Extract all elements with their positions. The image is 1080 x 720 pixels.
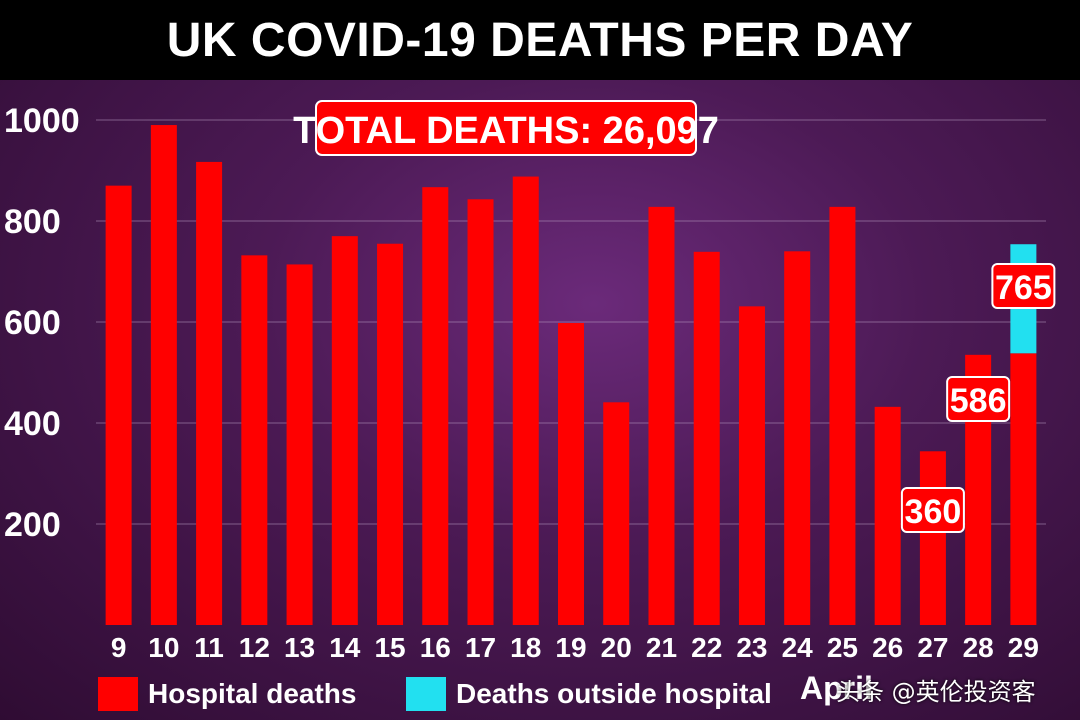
y-tick-label: 800: [4, 203, 61, 241]
legend-hospital: Hospital deaths: [98, 676, 356, 712]
callout-label: 360: [905, 493, 962, 531]
bar-hospital: [241, 255, 268, 625]
x-tick-label: 27: [917, 632, 948, 663]
y-tick-label: 200: [4, 506, 61, 544]
x-tick-label: 20: [601, 632, 632, 663]
x-tick-label: 9: [111, 632, 127, 663]
total-deaths-label: TOTAL DEATHS: 26,097: [293, 110, 719, 152]
bar-hospital: [558, 323, 584, 625]
y-tick-label: 400: [4, 405, 61, 443]
legend-hospital-label: Hospital deaths: [148, 678, 357, 709]
bar-hospital: [196, 161, 223, 626]
y-tick-label: 600: [4, 304, 61, 342]
bar-hospital: [331, 236, 358, 625]
callout-badge: [900, 487, 965, 533]
x-tick-label: 29: [1008, 632, 1039, 663]
x-tick-label: 28: [963, 632, 994, 663]
bar-hospital: [648, 206, 675, 626]
x-tick-label: 13: [284, 632, 315, 663]
bar-hospital: [105, 185, 132, 625]
x-tick-label: 10: [148, 632, 179, 663]
x-tick-label: 22: [691, 632, 722, 663]
callout-label: 765: [995, 269, 1052, 307]
x-tick-label: 26: [872, 632, 903, 663]
x-tick-label: 25: [827, 632, 858, 663]
bar-hospital: [512, 176, 539, 625]
bar-hospital: [874, 406, 901, 625]
bar-hospital: [377, 243, 404, 625]
bar-hospital: [919, 451, 946, 625]
bar-hospital: [603, 402, 630, 625]
x-tick-label: 17: [465, 632, 496, 663]
chart-title: UK COVID-19 DEATHS PER DAY: [166, 13, 914, 67]
x-tick-label: 21: [646, 632, 677, 663]
legend-outside-label: Deaths outside hospital: [456, 678, 772, 709]
legend-hospital-swatch: [98, 677, 138, 711]
bar-hospital: [693, 251, 720, 625]
bar-hospital: [467, 199, 494, 625]
x-tick-label: 14: [329, 632, 361, 663]
x-tick-label: 12: [239, 632, 270, 663]
watermark: 头条 @英伦投资客: [836, 678, 1036, 706]
callout-label: 586: [950, 382, 1007, 420]
bar-hospital: [829, 206, 856, 626]
x-tick-label: 11: [194, 632, 224, 663]
x-tick-label: 18: [510, 632, 541, 663]
legend-outside-swatch: [406, 677, 446, 711]
x-tick-label: 24: [782, 632, 814, 663]
x-tick-label: 15: [374, 632, 405, 663]
legend-outside: Deaths outside hospital: [406, 676, 772, 712]
x-tick-label: 23: [736, 632, 767, 663]
x-tick-label: 16: [420, 632, 451, 663]
month-label: April: [800, 670, 873, 706]
y-tick-label: 1000: [4, 102, 80, 140]
bar-hospital: [784, 251, 811, 626]
bar-hospital: [422, 187, 449, 626]
x-tick-label: 19: [555, 632, 586, 663]
total-deaths-badge: [315, 100, 697, 156]
bar-hospital: [1010, 353, 1037, 625]
title-bar: UK COVID-19 DEATHS PER DAY: [0, 0, 1080, 80]
callout-badge: [946, 376, 1011, 422]
bar-hospital: [738, 306, 765, 625]
bar-hospital: [286, 264, 313, 625]
callout-badge: [991, 263, 1056, 309]
bar-hospital: [150, 125, 177, 626]
